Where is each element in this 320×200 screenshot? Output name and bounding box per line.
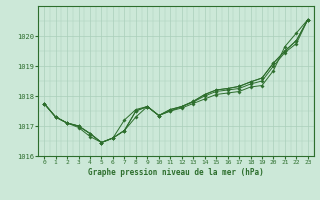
X-axis label: Graphe pression niveau de la mer (hPa): Graphe pression niveau de la mer (hPa) bbox=[88, 168, 264, 177]
